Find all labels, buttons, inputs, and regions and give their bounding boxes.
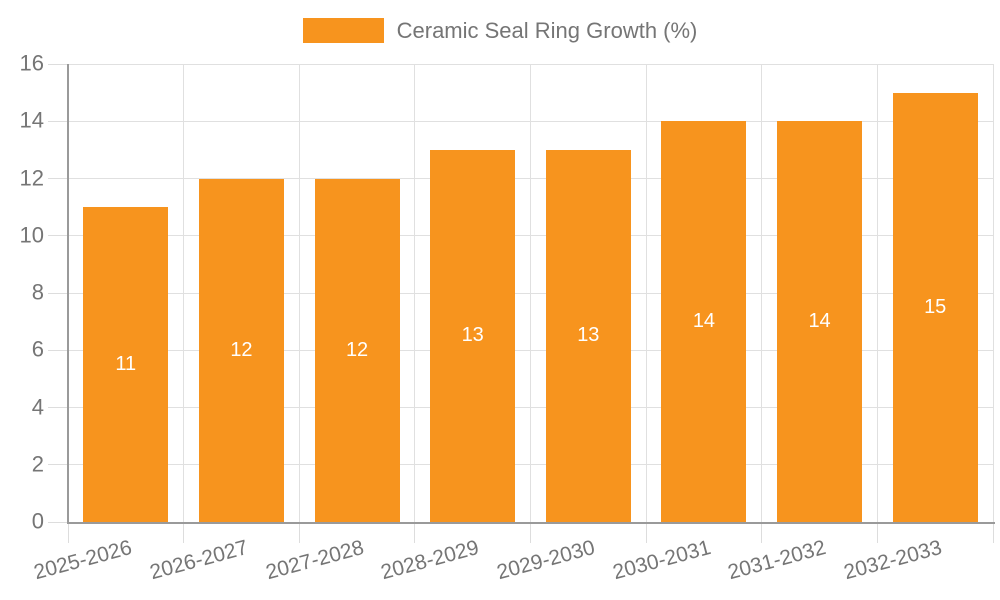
bar-2030-2031[interactable]: 14	[661, 121, 747, 522]
y-axis-label: 12	[19, 164, 44, 190]
legend-swatch	[302, 18, 384, 43]
y-axis-label: 10	[19, 222, 44, 248]
y-tick-mark	[48, 178, 68, 179]
x-tick-mark	[298, 523, 300, 543]
x-gridline	[414, 64, 416, 522]
x-axis-label: 2027-2028	[263, 536, 367, 585]
y-axis-label: 0	[31, 508, 44, 534]
bar-2025-2026[interactable]: 11	[83, 207, 169, 522]
x-tick-mark	[67, 523, 69, 543]
x-axis-label: 2031-2032	[725, 536, 829, 585]
x-gridline	[298, 64, 300, 522]
y-axis-label: 16	[19, 50, 44, 76]
bar-2031-2032[interactable]: 14	[777, 121, 863, 522]
x-axis-label: 2025-2026	[31, 536, 135, 585]
y-axis-line	[67, 64, 69, 524]
x-tick-mark	[645, 523, 647, 543]
bar-2026-2027[interactable]: 12	[198, 178, 284, 522]
x-tick-mark	[530, 523, 531, 543]
y-axis-label: 2	[31, 451, 44, 477]
bar-2029-2030[interactable]: 13	[545, 149, 631, 522]
y-tick-mark	[48, 407, 68, 408]
bar-value-label: 13	[577, 324, 600, 347]
x-tick-mark	[761, 523, 763, 543]
y-tick-mark	[48, 464, 68, 466]
legend-label: Ceramic Seal Ring Growth (%)	[396, 18, 698, 43]
x-gridline	[761, 64, 763, 522]
y-tick-mark	[48, 235, 68, 237]
x-tick-mark	[183, 523, 185, 543]
y-axis-label: 14	[19, 107, 44, 133]
bar-2027-2028[interactable]: 12	[314, 178, 400, 522]
y-axis-label: 8	[31, 279, 44, 305]
x-gridline	[183, 64, 185, 522]
bar-value-label: 12	[345, 338, 369, 361]
x-gridline	[876, 64, 878, 522]
bar-value-label: 11	[115, 353, 137, 376]
x-axis-label: 2030-2031	[609, 536, 713, 585]
y-tick-mark	[48, 521, 68, 523]
x-gridline	[530, 64, 531, 522]
bar-value-label: 14	[692, 310, 716, 333]
bar-2028-2029[interactable]: 13	[430, 149, 516, 522]
bar-2032-2033[interactable]: 15	[892, 92, 978, 522]
x-gridline	[992, 64, 994, 522]
x-axis-line	[67, 522, 995, 524]
y-tick-mark	[48, 292, 68, 294]
bar-value-label: 13	[461, 324, 484, 347]
bar-value-label: 12	[230, 338, 253, 361]
x-gridline	[645, 64, 647, 522]
x-tick-mark	[876, 523, 878, 543]
legend[interactable]: Ceramic Seal Ring Growth (%)	[0, 18, 1000, 43]
y-tick-mark	[48, 349, 68, 351]
y-tick-mark	[48, 63, 68, 65]
x-axis-label: 2032-2033	[841, 536, 945, 585]
x-tick-mark	[992, 523, 994, 543]
y-axis-label: 4	[31, 393, 44, 419]
x-axis-label: 2026-2027	[147, 536, 251, 585]
y-tick-mark	[48, 120, 68, 122]
x-tick-mark	[414, 523, 416, 543]
bar-value-label: 15	[924, 295, 947, 318]
bar-value-label: 14	[808, 310, 831, 333]
x-axis-label: 2029-2030	[494, 536, 598, 585]
y-axis-label: 6	[31, 336, 44, 362]
x-axis-label: 2028-2029	[378, 536, 482, 585]
